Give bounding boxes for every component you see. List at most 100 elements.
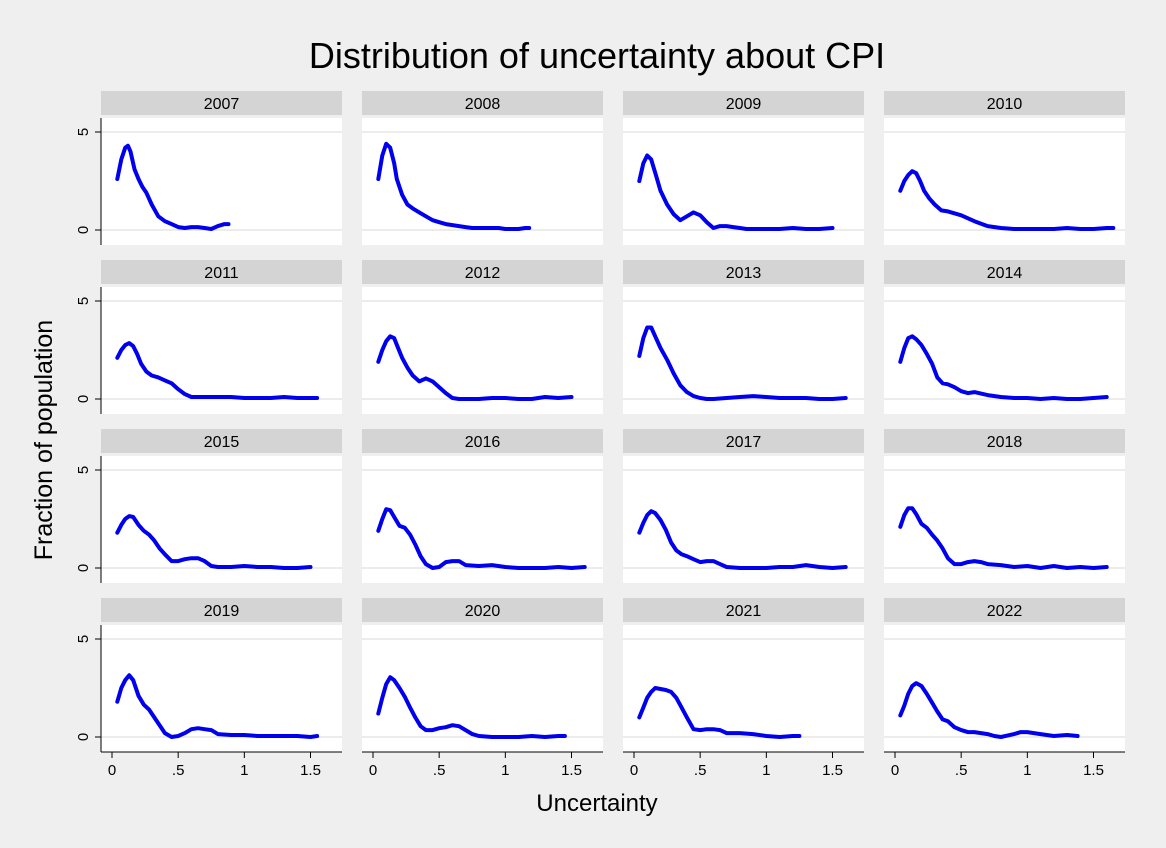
y-tick-label: 5 <box>75 128 92 136</box>
panel-2008: 2008 <box>362 91 603 245</box>
x-tick-label: 1.5 <box>300 762 321 779</box>
series-line-2022 <box>898 681 1080 739</box>
plot-area <box>884 625 1125 752</box>
panel-header <box>884 598 1125 622</box>
x-tick-label: 0 <box>369 762 377 779</box>
panel-2007: 2007 0 5 <box>75 91 342 245</box>
series-line-2007 <box>115 143 231 231</box>
plot-area <box>884 118 1125 245</box>
y-tick-label: 5 <box>75 466 92 474</box>
y-tick-label: 0 <box>75 564 92 572</box>
x-tick-label: 1 <box>762 762 770 779</box>
panel-header-label: 2012 <box>465 265 501 282</box>
x-tick-label: 1 <box>240 762 248 779</box>
panel-header <box>884 91 1125 115</box>
series-line-2011 <box>115 341 320 400</box>
x-tick-label: .5 <box>172 762 185 779</box>
plot-area <box>101 625 342 752</box>
panel-header <box>362 260 603 284</box>
panel-header <box>362 598 603 622</box>
x-tick-label: 1 <box>501 762 509 779</box>
panel-2011: 2011 0 5 <box>75 260 342 414</box>
panel-header <box>101 260 342 284</box>
series-line-2019 <box>115 673 320 739</box>
y-tick-label: 5 <box>75 297 92 305</box>
panel-header <box>884 429 1125 453</box>
panel-2010: 2010 <box>884 91 1125 245</box>
plot-area <box>884 287 1125 414</box>
panel-header <box>101 91 342 115</box>
plot-area <box>623 118 864 245</box>
y-axis-label: Fraction of population <box>30 320 58 560</box>
x-tick-label: 0 <box>108 762 116 779</box>
panel-header-label: 2018 <box>987 434 1023 451</box>
plot-area <box>362 625 603 752</box>
series-line-2020 <box>376 675 567 739</box>
x-tick-label: 0 <box>630 762 638 779</box>
series-line-2015 <box>115 514 313 570</box>
panel-header-label: 2011 <box>204 265 239 282</box>
panel-2018: 2018 <box>884 429 1125 583</box>
plot-area <box>362 287 603 414</box>
series-line-2018 <box>898 506 1109 570</box>
panel-header-label: 2019 <box>204 603 240 620</box>
y-tick-label: 0 <box>75 226 92 234</box>
panel-header-label: 2008 <box>465 96 501 113</box>
x-axis-label: Uncertainty <box>536 790 657 817</box>
y-tick-label: 0 <box>75 395 92 403</box>
series-line-2009 <box>637 153 835 231</box>
x-tick-label: .5 <box>433 762 446 779</box>
plot-area <box>362 456 603 583</box>
x-tick-label: 1.5 <box>1083 762 1104 779</box>
panel-header-label: 2010 <box>987 96 1023 113</box>
panel-header <box>362 91 603 115</box>
plot-area <box>101 287 342 414</box>
series-line-2021 <box>637 686 802 739</box>
panel-header <box>101 598 342 622</box>
panel-header <box>884 260 1125 284</box>
panel-header-label: 2017 <box>726 434 762 451</box>
panel-2016: 2016 <box>362 429 603 583</box>
panel-2013: 2013 <box>623 260 864 414</box>
panel-grid: 2007 0 5 2008 2009 2010 2011 0 5 2012 2013 2014 2015… <box>75 91 1125 779</box>
series-line-2012 <box>376 334 574 401</box>
x-tick-label: 1.5 <box>561 762 582 779</box>
panel-header-label: 2020 <box>465 603 501 620</box>
panel-2021: 2021 0 .5 1 1.5 <box>623 598 864 779</box>
panel-header-label: 2015 <box>204 434 240 451</box>
plot-area <box>623 456 864 583</box>
panel-2015: 2015 0 5 <box>75 429 342 583</box>
x-tick-label: 1.5 <box>822 762 843 779</box>
series-line-2013 <box>637 325 848 401</box>
panel-header-label: 2013 <box>726 265 762 282</box>
x-tick-label: 1 <box>1023 762 1031 779</box>
series-line-2008 <box>376 141 532 231</box>
series-line-2017 <box>637 509 848 570</box>
panel-2022: 2022 0 .5 1 1.5 <box>884 598 1125 779</box>
panel-header-label: 2021 <box>726 603 762 620</box>
panel-header-label: 2009 <box>726 96 762 113</box>
series-line-2014 <box>898 334 1109 401</box>
x-tick-label: 0 <box>891 762 899 779</box>
chart-title: Distribution of uncertainty about CPI <box>309 35 885 76</box>
panel-header <box>362 429 603 453</box>
panel-2009: 2009 <box>623 91 864 245</box>
y-tick-label: 0 <box>75 733 92 741</box>
panel-2019: 2019 0 5 0 .5 1 1.5 <box>75 598 342 779</box>
plot-area <box>362 118 603 245</box>
panel-header <box>623 429 864 453</box>
plot-area <box>884 456 1125 583</box>
series-line-2016 <box>376 507 587 570</box>
panel-header <box>623 91 864 115</box>
panel-header <box>101 429 342 453</box>
panel-header-label: 2007 <box>204 96 240 113</box>
series-line-2010 <box>898 169 1116 231</box>
panel-2014: 2014 <box>884 260 1125 414</box>
x-tick-label: .5 <box>955 762 968 779</box>
panel-header <box>623 260 864 284</box>
panel-header-label: 2016 <box>465 434 501 451</box>
x-tick-label: .5 <box>694 762 707 779</box>
panel-2012: 2012 <box>362 260 603 414</box>
plot-area <box>101 456 342 583</box>
